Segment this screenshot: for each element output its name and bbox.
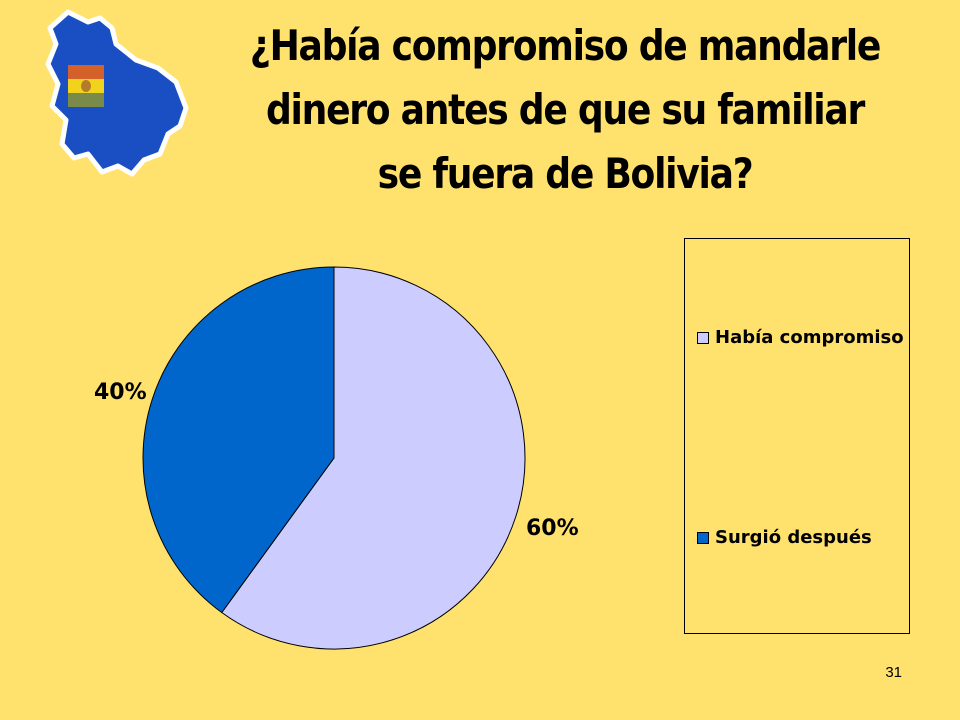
page-number: 31 <box>885 664 902 681</box>
legend-label-habia-compromiso: Había compromiso <box>715 327 904 348</box>
chart-legend: Había compromiso Surgió después <box>684 238 910 634</box>
pie-slice-0 <box>221 266 526 650</box>
legend-label-surgio-despues: Surgió después <box>715 527 872 548</box>
legend-entry-habia-compromiso: Había compromiso <box>697 327 904 348</box>
slide-title: ¿Había compromiso de mandarle dinero ant… <box>249 21 881 198</box>
legend-swatch-surgio-despues <box>697 531 709 544</box>
data-label-surgio-despues: 40% <box>94 380 147 405</box>
pie-slice-1 <box>142 266 335 614</box>
legend-entry-surgio-despues: Surgió después <box>697 527 872 548</box>
bolivia-map-flag-icon <box>45 9 189 177</box>
data-label-habia-compromiso: 60% <box>526 516 579 541</box>
legend-swatch-habia-compromiso <box>697 331 709 344</box>
